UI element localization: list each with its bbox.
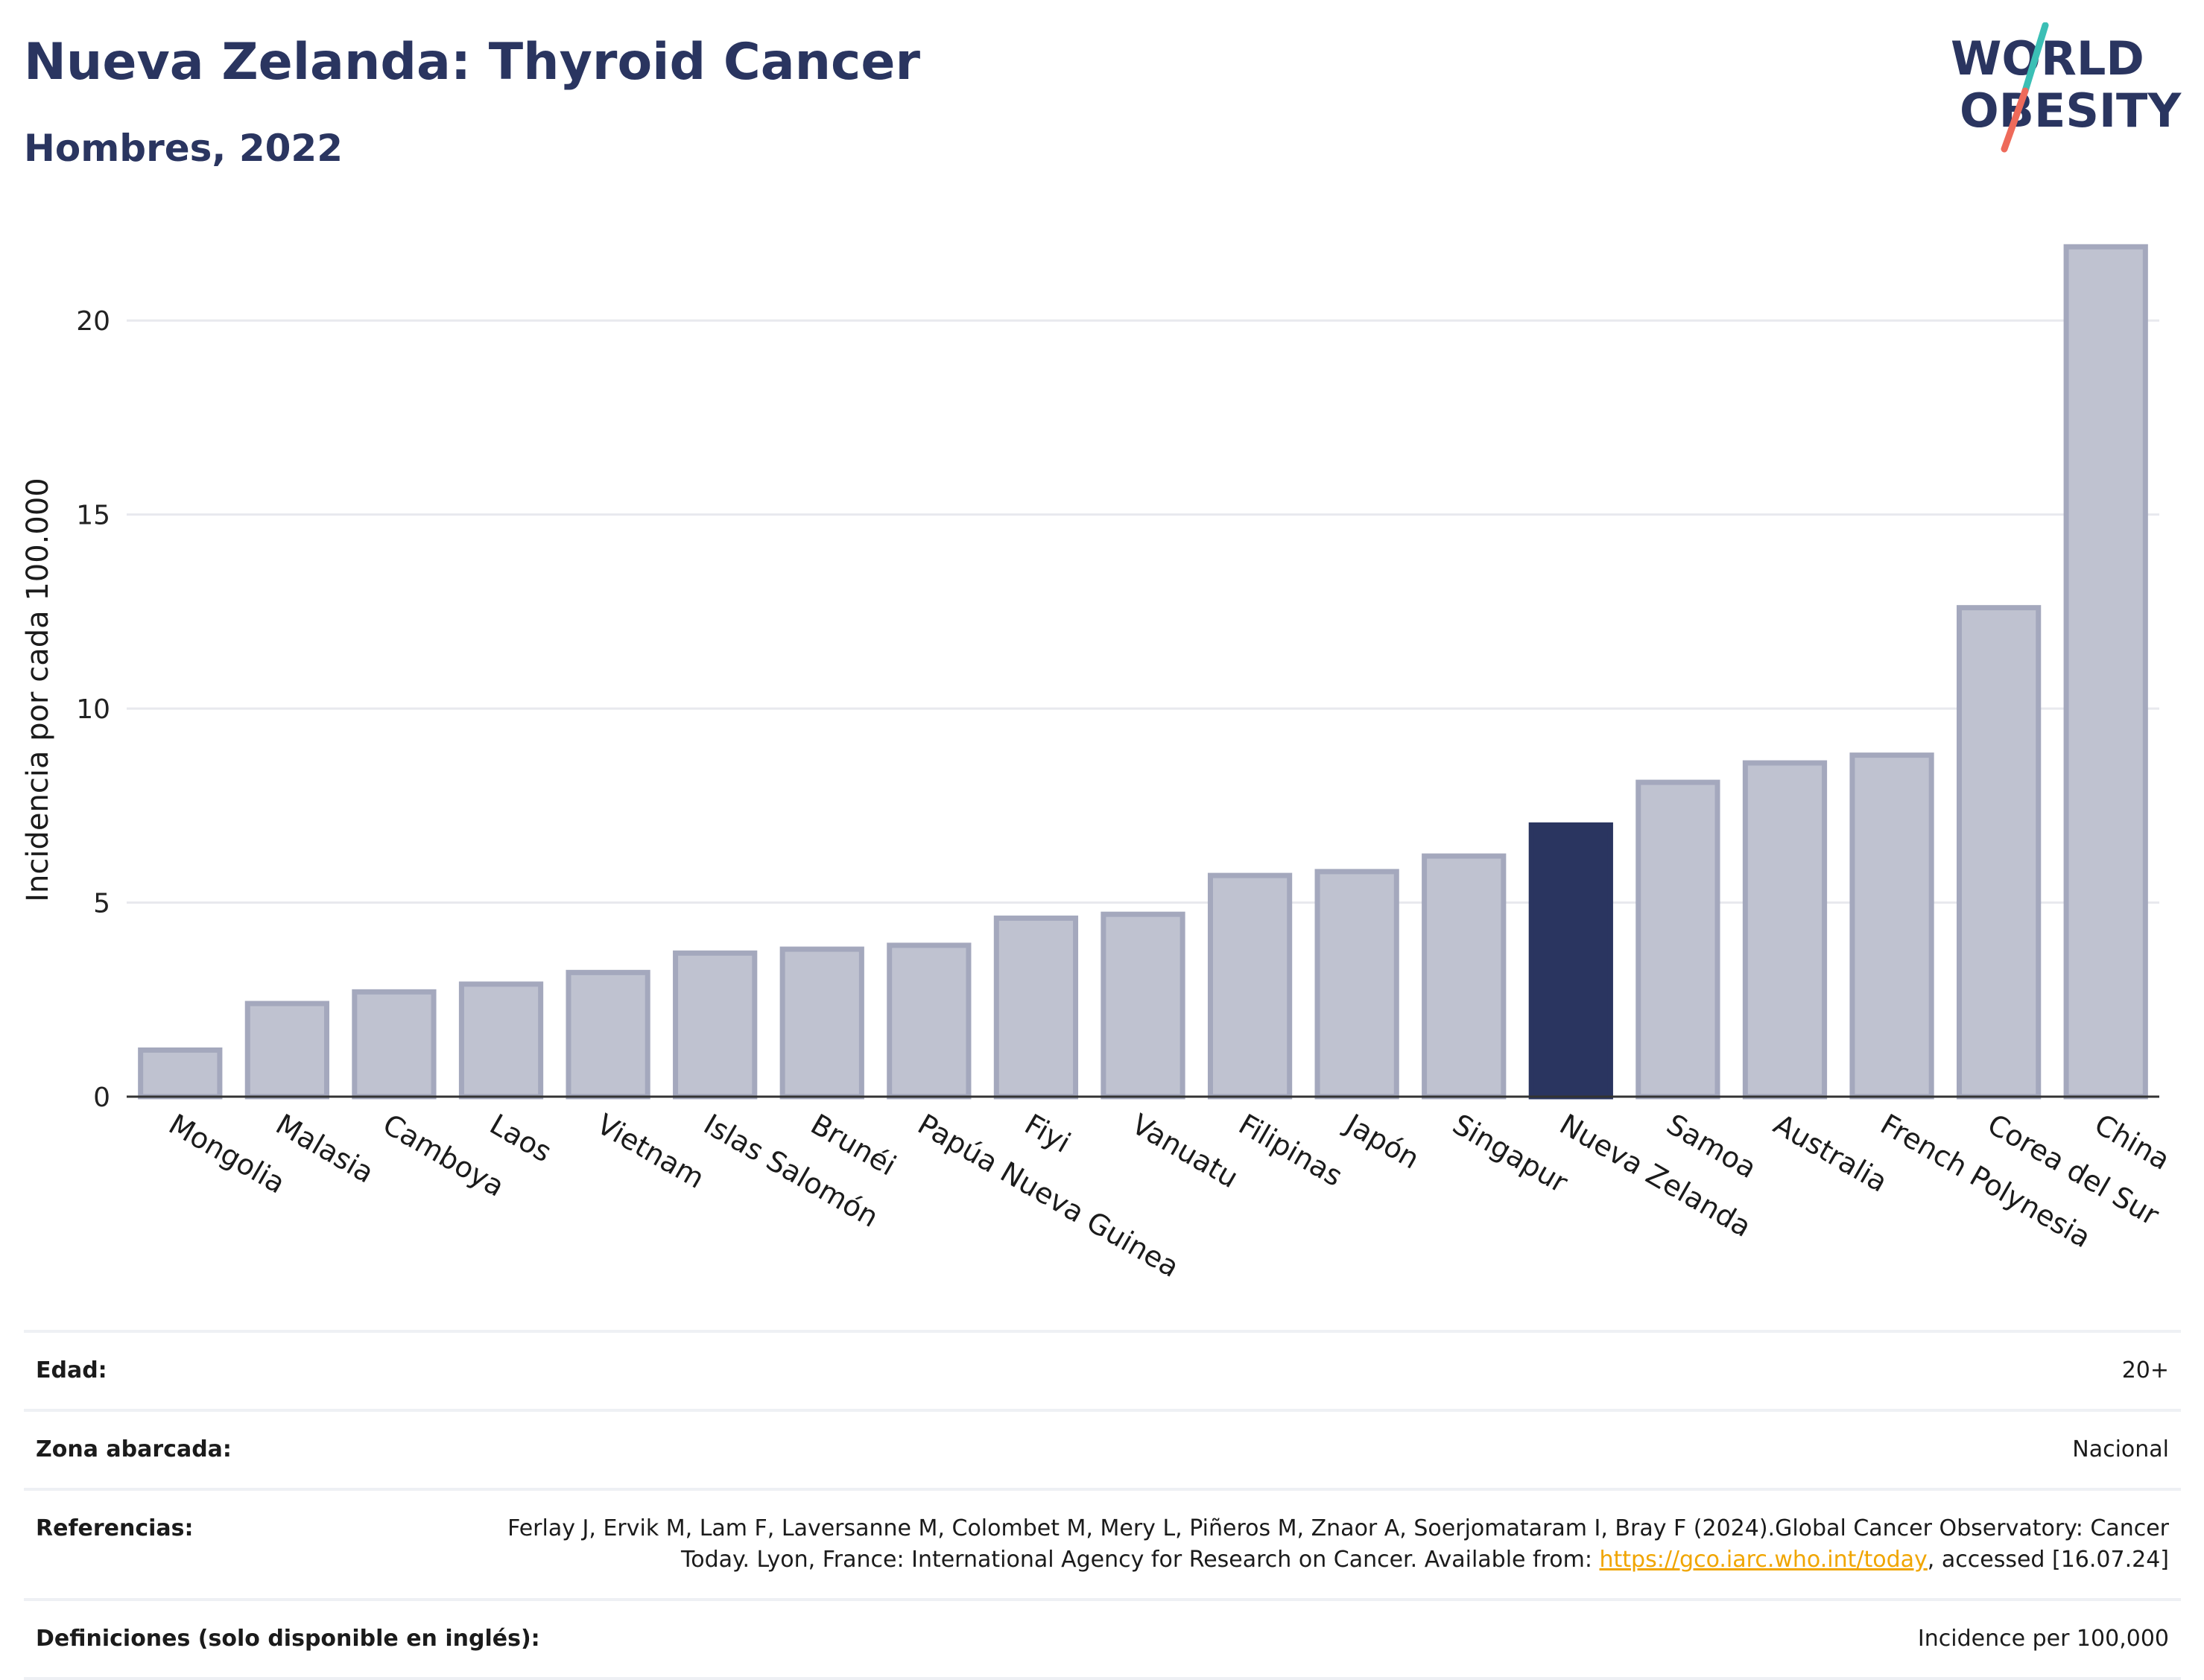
bar [779, 946, 864, 1100]
x-tick-label: Fiyi [1019, 1108, 1076, 1159]
bar [458, 981, 544, 1100]
def-label: Definiciones (solo disponible en inglés)… [36, 1626, 540, 1652]
zona-value: Nacional [2072, 1436, 2169, 1462]
logo-line2: OBESITY [1960, 83, 2182, 138]
bar [1635, 779, 1720, 1100]
ref-link[interactable]: https://gco.iarc.who.int/today [1599, 1547, 1928, 1573]
bar [244, 1001, 329, 1100]
info-row-edad: Edad: 20+ [24, 1330, 2181, 1409]
info-row-zona: Zona abarcada: Nacional [24, 1409, 2181, 1488]
bar [673, 950, 758, 1100]
ref-label: Referencias: [36, 1515, 194, 1541]
bars [138, 244, 2148, 1100]
x-tick-label: Nueva Zelanda [1554, 1108, 1757, 1243]
y-tick-label: 5 [93, 889, 110, 919]
y-axis-label: Incidencia por cada 100.000 [21, 478, 55, 902]
y-tick-label: 15 [76, 501, 110, 531]
bar [1528, 822, 1613, 1100]
y-tick-label: 0 [93, 1083, 110, 1113]
bar [993, 915, 1079, 1100]
bar [1422, 853, 1507, 1100]
x-tick-label: Laos [484, 1108, 557, 1169]
world-obesity-logo: WORLD OBESITY [1951, 22, 2182, 153]
edad-value: 20+ [2121, 1357, 2169, 1383]
edad-label: Edad: [36, 1357, 107, 1383]
y-tick-label: 10 [76, 694, 110, 725]
bar [1957, 605, 2042, 1100]
x-tick-label: Australia [1768, 1108, 1893, 1199]
ref-text-1: Ferlay J, Ervik M, Lam F, Laversanne M, … [507, 1515, 2169, 1573]
x-tick-label: Singapur [1447, 1108, 1574, 1199]
bar [2063, 244, 2148, 1100]
page-subtitle: Hombres, 2022 [24, 127, 343, 170]
x-tick-label: Mongolia [163, 1108, 291, 1200]
bar [352, 989, 437, 1100]
y-tick-label: 20 [76, 306, 110, 337]
page-title: Nueva Zelanda: Thyroid Cancer [24, 33, 920, 92]
ref-text-2: , accessed [16.07.24] [1927, 1547, 2169, 1573]
def-value: Incidence per 100,000 [1917, 1626, 2169, 1652]
info-row-referencias: Referencias: Ferlay J, Ervik M, Lam F, L… [24, 1488, 2181, 1598]
bar [1314, 869, 1399, 1100]
bar [138, 1047, 223, 1100]
x-tick-label: Vanuatu [1127, 1108, 1244, 1194]
logo-slash-coral [2001, 87, 2029, 153]
bar [1101, 911, 1185, 1100]
ref-value: Ferlay J, Ervik M, Lam F, Laversanne M, … [493, 1513, 2169, 1576]
logo-line1: WORLD [1951, 31, 2144, 86]
bar [1849, 752, 1934, 1100]
info-row-definiciones: Definiciones (solo disponible en inglés)… [24, 1598, 2181, 1680]
zona-label: Zona abarcada: [36, 1436, 232, 1462]
x-tick-label: Vietnam [592, 1108, 710, 1195]
x-tick-label: Islas Salomón [698, 1108, 884, 1234]
x-tick-label: China [2089, 1108, 2176, 1176]
info-table: Edad: 20+ Zona abarcada: Nacional Refere… [24, 1330, 2181, 1680]
x-tick-label: Camboya [377, 1108, 510, 1203]
bar [1207, 872, 1293, 1100]
x-tick-label: Filipinas [1233, 1108, 1348, 1193]
x-tick-label: Japón [1339, 1107, 1425, 1176]
logo-slash-teal [2021, 22, 2049, 95]
grid-lines [127, 319, 2159, 904]
bar [887, 942, 972, 1100]
bar [566, 969, 650, 1100]
bar [1742, 760, 1828, 1100]
